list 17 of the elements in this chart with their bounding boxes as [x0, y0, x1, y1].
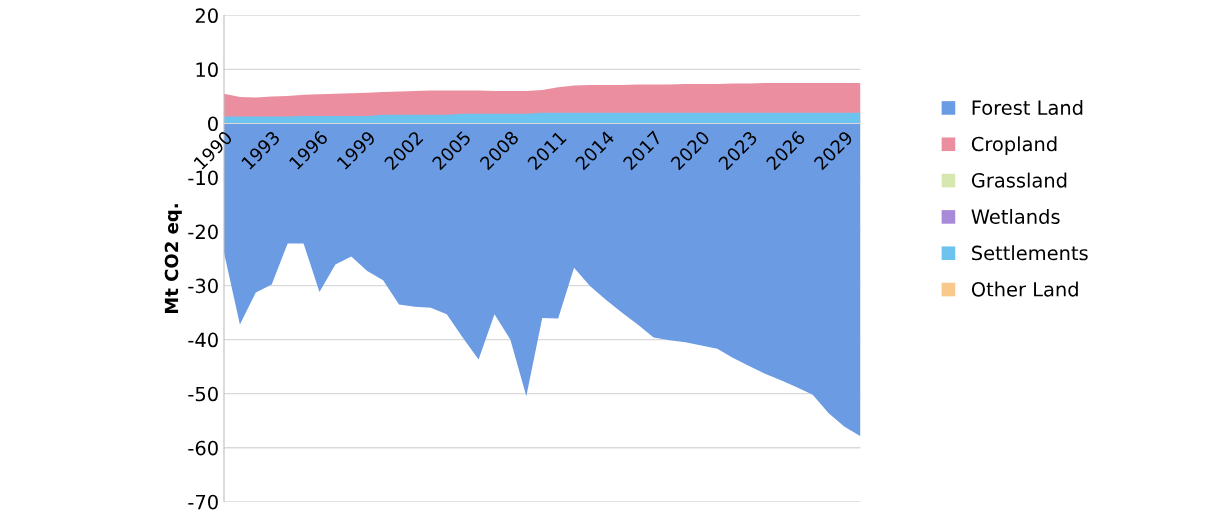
y-tick-label: -50: [188, 386, 218, 402]
y-tick-label: -60: [188, 440, 218, 456]
legend-label: Forest Land: [972, 99, 1083, 116]
legend-label: Grassland: [971, 172, 1067, 188]
legend-label: Cropland: [971, 136, 1057, 156]
y-tick-label: 20: [195, 8, 218, 24]
legend-label: Other Land: [971, 281, 1078, 297]
y-tick-label: -30: [188, 278, 218, 294]
y-tick-label: -10: [188, 170, 218, 186]
y-tick-label: -20: [188, 224, 218, 240]
y-tick-label: 10: [196, 62, 218, 78]
legend-label: Wetlands: [971, 208, 1060, 224]
y-tick-label: -40: [188, 332, 218, 348]
y-tick-label: 0: [208, 116, 218, 132]
y-tick-label: -70: [188, 494, 218, 510]
legend-label: Settlements: [972, 245, 1088, 261]
y-axis-title: Mt CO2 eq.: [164, 204, 182, 314]
